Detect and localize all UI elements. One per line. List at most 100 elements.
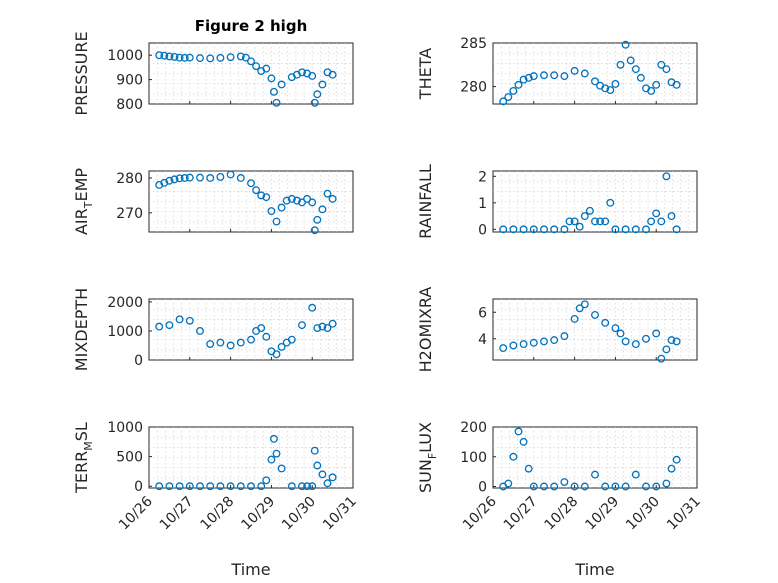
data-point — [626, 56, 635, 65]
x-axis-label-left: Time — [230, 560, 270, 579]
data-point — [155, 51, 164, 60]
data-point — [298, 68, 306, 77]
y-tick-label: 1 — [478, 196, 487, 212]
data-point — [206, 174, 215, 182]
data-point — [155, 482, 164, 491]
data-point — [621, 482, 630, 491]
data-point — [529, 482, 538, 491]
data-point — [601, 482, 610, 491]
data-point — [652, 329, 661, 338]
data-point — [165, 482, 174, 491]
subplot-mixdepth: 0 1000 2000 MIXDEPTH — [72, 288, 354, 371]
data-point — [196, 173, 204, 182]
data-point — [206, 482, 215, 491]
data-point — [672, 337, 681, 346]
data-point — [550, 71, 559, 80]
data-point — [272, 449, 281, 458]
data-point — [662, 65, 671, 74]
data-point — [540, 482, 548, 491]
data-point — [165, 176, 174, 185]
plot-frame — [492, 42, 698, 105]
data-point — [226, 170, 235, 179]
subplot-rainfall: 0 1 2 RAINFALL — [416, 164, 698, 239]
y-tick-label: 6 — [478, 305, 487, 321]
y-axis-label: TERRMSL — [72, 422, 95, 494]
data-point — [519, 340, 528, 349]
data-point — [287, 194, 296, 203]
data-point — [318, 470, 327, 479]
data-point — [642, 334, 650, 343]
y-axis-label: AIRTEMP — [72, 168, 95, 235]
data-point — [667, 336, 676, 345]
data-point — [262, 476, 271, 485]
data-point — [185, 173, 194, 182]
data-point — [328, 319, 337, 328]
data-point — [257, 191, 266, 200]
data-point — [206, 54, 215, 63]
data-point — [647, 217, 656, 226]
data-point — [155, 180, 164, 189]
y-tick-label: 285 — [460, 36, 487, 52]
data-point — [185, 316, 194, 325]
data-point — [621, 40, 630, 49]
plot-frame — [148, 298, 354, 361]
data-point — [570, 482, 579, 491]
data-point — [550, 482, 559, 491]
data-point — [631, 340, 640, 349]
data-point — [580, 482, 589, 491]
data-point — [165, 321, 174, 330]
data-point — [272, 217, 281, 226]
y-tick-label: 500 — [116, 450, 143, 466]
x-tick-label: 10/29 — [582, 494, 622, 534]
data-point — [672, 80, 681, 89]
y-tick-label: 1000 — [107, 324, 143, 340]
data-point — [672, 455, 681, 464]
data-point — [565, 217, 574, 226]
data-point — [247, 335, 255, 344]
y-tick-label: 100 — [460, 450, 487, 466]
data-point — [519, 437, 528, 446]
data-point — [591, 77, 599, 86]
data-point — [611, 80, 620, 88]
data-point — [504, 479, 513, 488]
data-point — [652, 80, 661, 89]
x-tick-label: 10/26 — [460, 493, 500, 533]
data-point — [298, 482, 306, 491]
data-point — [303, 482, 312, 491]
y-tick-label: 800 — [116, 97, 143, 113]
data-point — [236, 482, 245, 491]
data-point — [277, 80, 286, 89]
data-point — [175, 174, 184, 183]
subplot-theta: 280 285 THETA — [416, 36, 698, 106]
data-point — [180, 53, 189, 62]
data-point — [318, 80, 327, 89]
data-point — [247, 482, 255, 491]
data-point — [621, 225, 630, 234]
x-tick-label: 10/29 — [238, 494, 278, 534]
y-tick-label: 0 — [134, 479, 143, 495]
data-point — [262, 193, 271, 202]
data-point — [560, 225, 569, 234]
data-point — [241, 53, 250, 62]
y-tick-label: 2 — [478, 169, 487, 185]
data-point — [287, 482, 296, 491]
data-point — [560, 72, 569, 81]
y-tick-label: 900 — [116, 73, 143, 89]
data-point — [196, 482, 204, 491]
data-point — [631, 470, 640, 479]
data-point — [308, 482, 317, 491]
subplot-h2omixra: 4 6 H2OMIXRA — [416, 287, 698, 372]
data-point — [540, 225, 548, 234]
data-point — [267, 207, 276, 216]
data-point — [287, 335, 296, 344]
data-point — [667, 212, 676, 221]
figure-title: Figure 2 high — [195, 17, 308, 35]
data-point — [524, 73, 533, 82]
data-point — [580, 300, 589, 309]
data-point — [575, 222, 584, 231]
data-point — [657, 217, 666, 226]
data-point — [642, 482, 650, 491]
data-point — [313, 215, 322, 224]
data-point — [509, 225, 518, 234]
